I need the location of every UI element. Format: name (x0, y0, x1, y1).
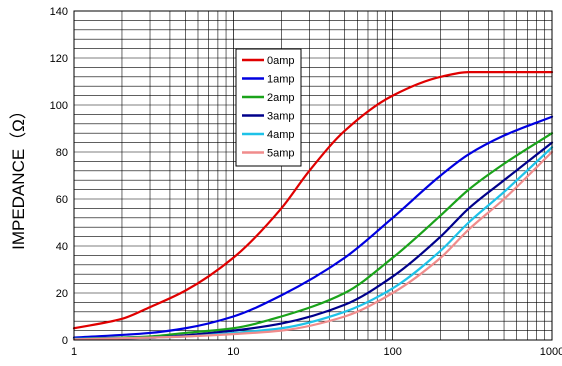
y-tick-label: 0 (62, 335, 68, 347)
series-line-5amp (72, 150, 554, 341)
y-tick-label: 140 (50, 6, 68, 18)
legend-label: 2amp (267, 92, 295, 104)
series-lines (72, 70, 554, 341)
y-tick-label: 20 (56, 288, 68, 300)
legend-label: 4amp (267, 129, 295, 141)
legend-label: 3amp (267, 111, 295, 123)
series-line-1amp (72, 115, 554, 339)
legend-box (235, 48, 302, 167)
legend: 0amp 1amp 2amp 3amp 4amp 5amp (235, 48, 302, 167)
x-axis-ticks: 1 10 100 1000 (71, 346, 562, 358)
x-tick-label: 1 (71, 346, 77, 358)
series-line-2amp (72, 132, 554, 340)
plot-area (73, 10, 553, 341)
y-tick-label: 120 (50, 53, 68, 65)
y-tick-label: 80 (56, 147, 68, 159)
x-tick-label: 100 (383, 346, 401, 358)
y-tick-label: 100 (50, 100, 68, 112)
y-axis-ticks: 0 20 40 60 80 100 120 140 (50, 6, 68, 347)
series-line-0amp (72, 70, 554, 330)
legend-label: 0amp (267, 55, 295, 67)
legend-label: 5amp (267, 148, 295, 160)
legend-label: 1amp (267, 74, 295, 86)
x-tick-label: 10 (227, 346, 239, 358)
y-axis-label: IMPEDANCE（Ω） (9, 102, 28, 250)
y-tick-label: 60 (56, 194, 68, 206)
x-tick-label: 1000 (540, 346, 562, 358)
plot-frame (73, 10, 553, 341)
y-tick-label: 40 (56, 241, 68, 253)
grid-lines (74, 11, 552, 340)
